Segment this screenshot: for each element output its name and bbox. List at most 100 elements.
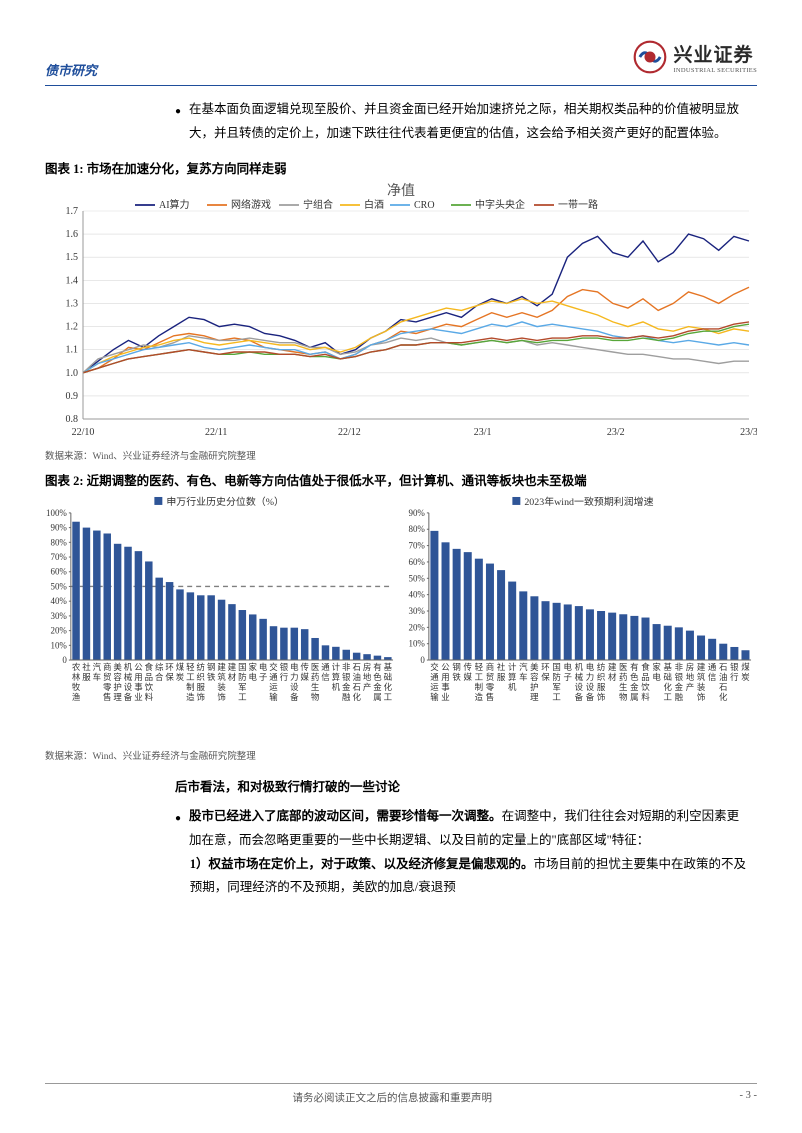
svg-text:CRO: CRO [414, 200, 435, 211]
svg-text:信: 信 [708, 671, 716, 681]
svg-text:事: 事 [441, 681, 450, 691]
svg-text:保: 保 [541, 671, 550, 681]
svg-text:饰: 饰 [697, 691, 705, 701]
bullet2-1: 1）权益市场在定价上，对于政策、以及经济修复是偏悲观的。市场目前的担忧主要集中在… [190, 853, 747, 901]
svg-text:零: 零 [103, 681, 112, 691]
fig1-title: 图表 1: 市场在加速分化，复苏方向同样走弱 [45, 158, 757, 177]
svg-text:0: 0 [420, 655, 425, 665]
svg-text:1.5: 1.5 [66, 252, 79, 263]
svg-text:非: 非 [342, 661, 351, 671]
svg-text:美: 美 [113, 661, 122, 671]
svg-text:100%: 100% [46, 507, 67, 517]
svg-text:20%: 20% [50, 625, 67, 635]
svg-text:械: 械 [124, 671, 133, 681]
svg-text:饰: 饰 [197, 691, 205, 701]
svg-text:护: 护 [113, 681, 121, 691]
svg-text:电: 电 [290, 661, 299, 671]
svg-text:煤: 煤 [176, 661, 185, 671]
svg-text:子: 子 [564, 671, 573, 681]
svg-text:通: 通 [321, 661, 330, 671]
svg-text:制: 制 [475, 681, 483, 691]
svg-text:90%: 90% [50, 522, 67, 532]
svg-text:国: 国 [238, 661, 246, 671]
svg-text:食: 食 [145, 661, 154, 671]
svg-text:通: 通 [708, 661, 717, 671]
svg-text:白酒: 白酒 [364, 198, 384, 211]
svg-text:机: 机 [508, 681, 517, 691]
svg-text:建: 建 [217, 661, 226, 671]
svg-text:计: 计 [508, 661, 517, 671]
svg-text:生: 生 [619, 681, 627, 691]
svg-text:行: 行 [730, 671, 739, 681]
svg-text:筑: 筑 [217, 671, 226, 681]
svg-text:50%: 50% [50, 581, 67, 591]
svg-text:40%: 40% [50, 596, 67, 606]
fig1-source: 数据来源：Wind、兴业证券经济与金融研究院整理 [45, 448, 757, 462]
svg-text:牧: 牧 [72, 681, 81, 691]
fig2-source: 数据来源：Wind、兴业证券经济与金融研究院整理 [45, 748, 757, 762]
svg-text:备: 备 [575, 691, 584, 701]
svg-text:建: 建 [608, 661, 617, 671]
svg-text:50%: 50% [408, 573, 425, 583]
svg-text:车: 车 [93, 671, 101, 681]
svg-text:药: 药 [311, 671, 319, 681]
fig2-right-chart: 010%20%30%40%50%60%70%80%90%交通运输公用事业钢铁传媒… [403, 493, 757, 742]
logo-name-en: INDUSTRIAL SECURITIES [673, 67, 757, 74]
svg-text:食: 食 [641, 661, 650, 671]
svg-text:备: 备 [124, 691, 133, 701]
svg-text:设: 设 [586, 681, 595, 691]
fig1-chart: 0.80.91.01.11.21.31.41.51.61.722/1022/11… [45, 181, 757, 441]
svg-text:售: 售 [103, 691, 111, 701]
svg-text:70%: 70% [50, 552, 67, 562]
svg-text:造: 造 [475, 691, 484, 701]
svg-text:容: 容 [113, 671, 122, 681]
svg-text:通: 通 [269, 671, 278, 681]
svg-text:石: 石 [352, 681, 360, 691]
svg-text:油: 油 [352, 671, 360, 681]
fig2-title: 图表 2: 近期调整的医药、有色、电新等方向估值处于很低水平，但计算机、通讯等板… [45, 470, 757, 489]
svg-text:渔: 渔 [72, 691, 81, 701]
svg-text:商: 商 [103, 661, 111, 671]
svg-text:化: 化 [663, 681, 672, 691]
svg-text:械: 械 [575, 671, 584, 681]
page-footer: 请务必阅读正文之后的信息披露和重要声明 - 3 - [45, 1083, 757, 1105]
svg-text:服: 服 [497, 671, 506, 681]
svg-text:化: 化 [352, 691, 361, 701]
svg-text:备: 备 [290, 691, 299, 701]
svg-text:物: 物 [311, 691, 320, 701]
bullet-icon: ● [175, 98, 181, 146]
svg-text:家: 家 [249, 661, 258, 671]
svg-text:石: 石 [719, 681, 727, 691]
svg-text:工: 工 [238, 691, 247, 701]
svg-text:计: 计 [332, 661, 341, 671]
svg-text:石: 石 [719, 661, 727, 671]
svg-text:造: 造 [186, 691, 195, 701]
svg-text:合: 合 [155, 671, 164, 681]
svg-text:传: 传 [464, 661, 473, 671]
bullet-icon: ● [175, 805, 181, 853]
svg-text:环: 环 [165, 661, 173, 671]
svg-text:机: 机 [124, 661, 133, 671]
svg-text:电: 电 [586, 661, 595, 671]
svg-text:材: 材 [228, 671, 237, 681]
svg-text:贸: 贸 [103, 671, 111, 681]
svg-text:美: 美 [530, 661, 539, 671]
svg-text:金: 金 [630, 681, 639, 691]
svg-text:23/3: 23/3 [740, 427, 757, 438]
footer-disclaimer: 请务必阅读正文之后的信息披露和重要声明 [45, 1090, 740, 1105]
svg-text:信: 信 [321, 671, 329, 681]
svg-text:炭: 炭 [741, 671, 750, 681]
svg-text:60%: 60% [50, 566, 67, 576]
svg-text:20%: 20% [408, 622, 425, 632]
svg-text:银: 银 [730, 661, 739, 671]
svg-text:力: 力 [290, 671, 298, 681]
svg-text:行: 行 [280, 671, 289, 681]
footer-page: - 3 - [740, 1090, 758, 1105]
svg-text:电: 电 [259, 661, 268, 671]
svg-text:业: 业 [441, 691, 449, 701]
svg-text:环: 环 [541, 661, 549, 671]
svg-text:1.6: 1.6 [66, 229, 79, 240]
svg-text:1.7: 1.7 [66, 206, 79, 217]
svg-text:石: 石 [352, 661, 360, 671]
svg-text:钢: 钢 [452, 661, 460, 671]
